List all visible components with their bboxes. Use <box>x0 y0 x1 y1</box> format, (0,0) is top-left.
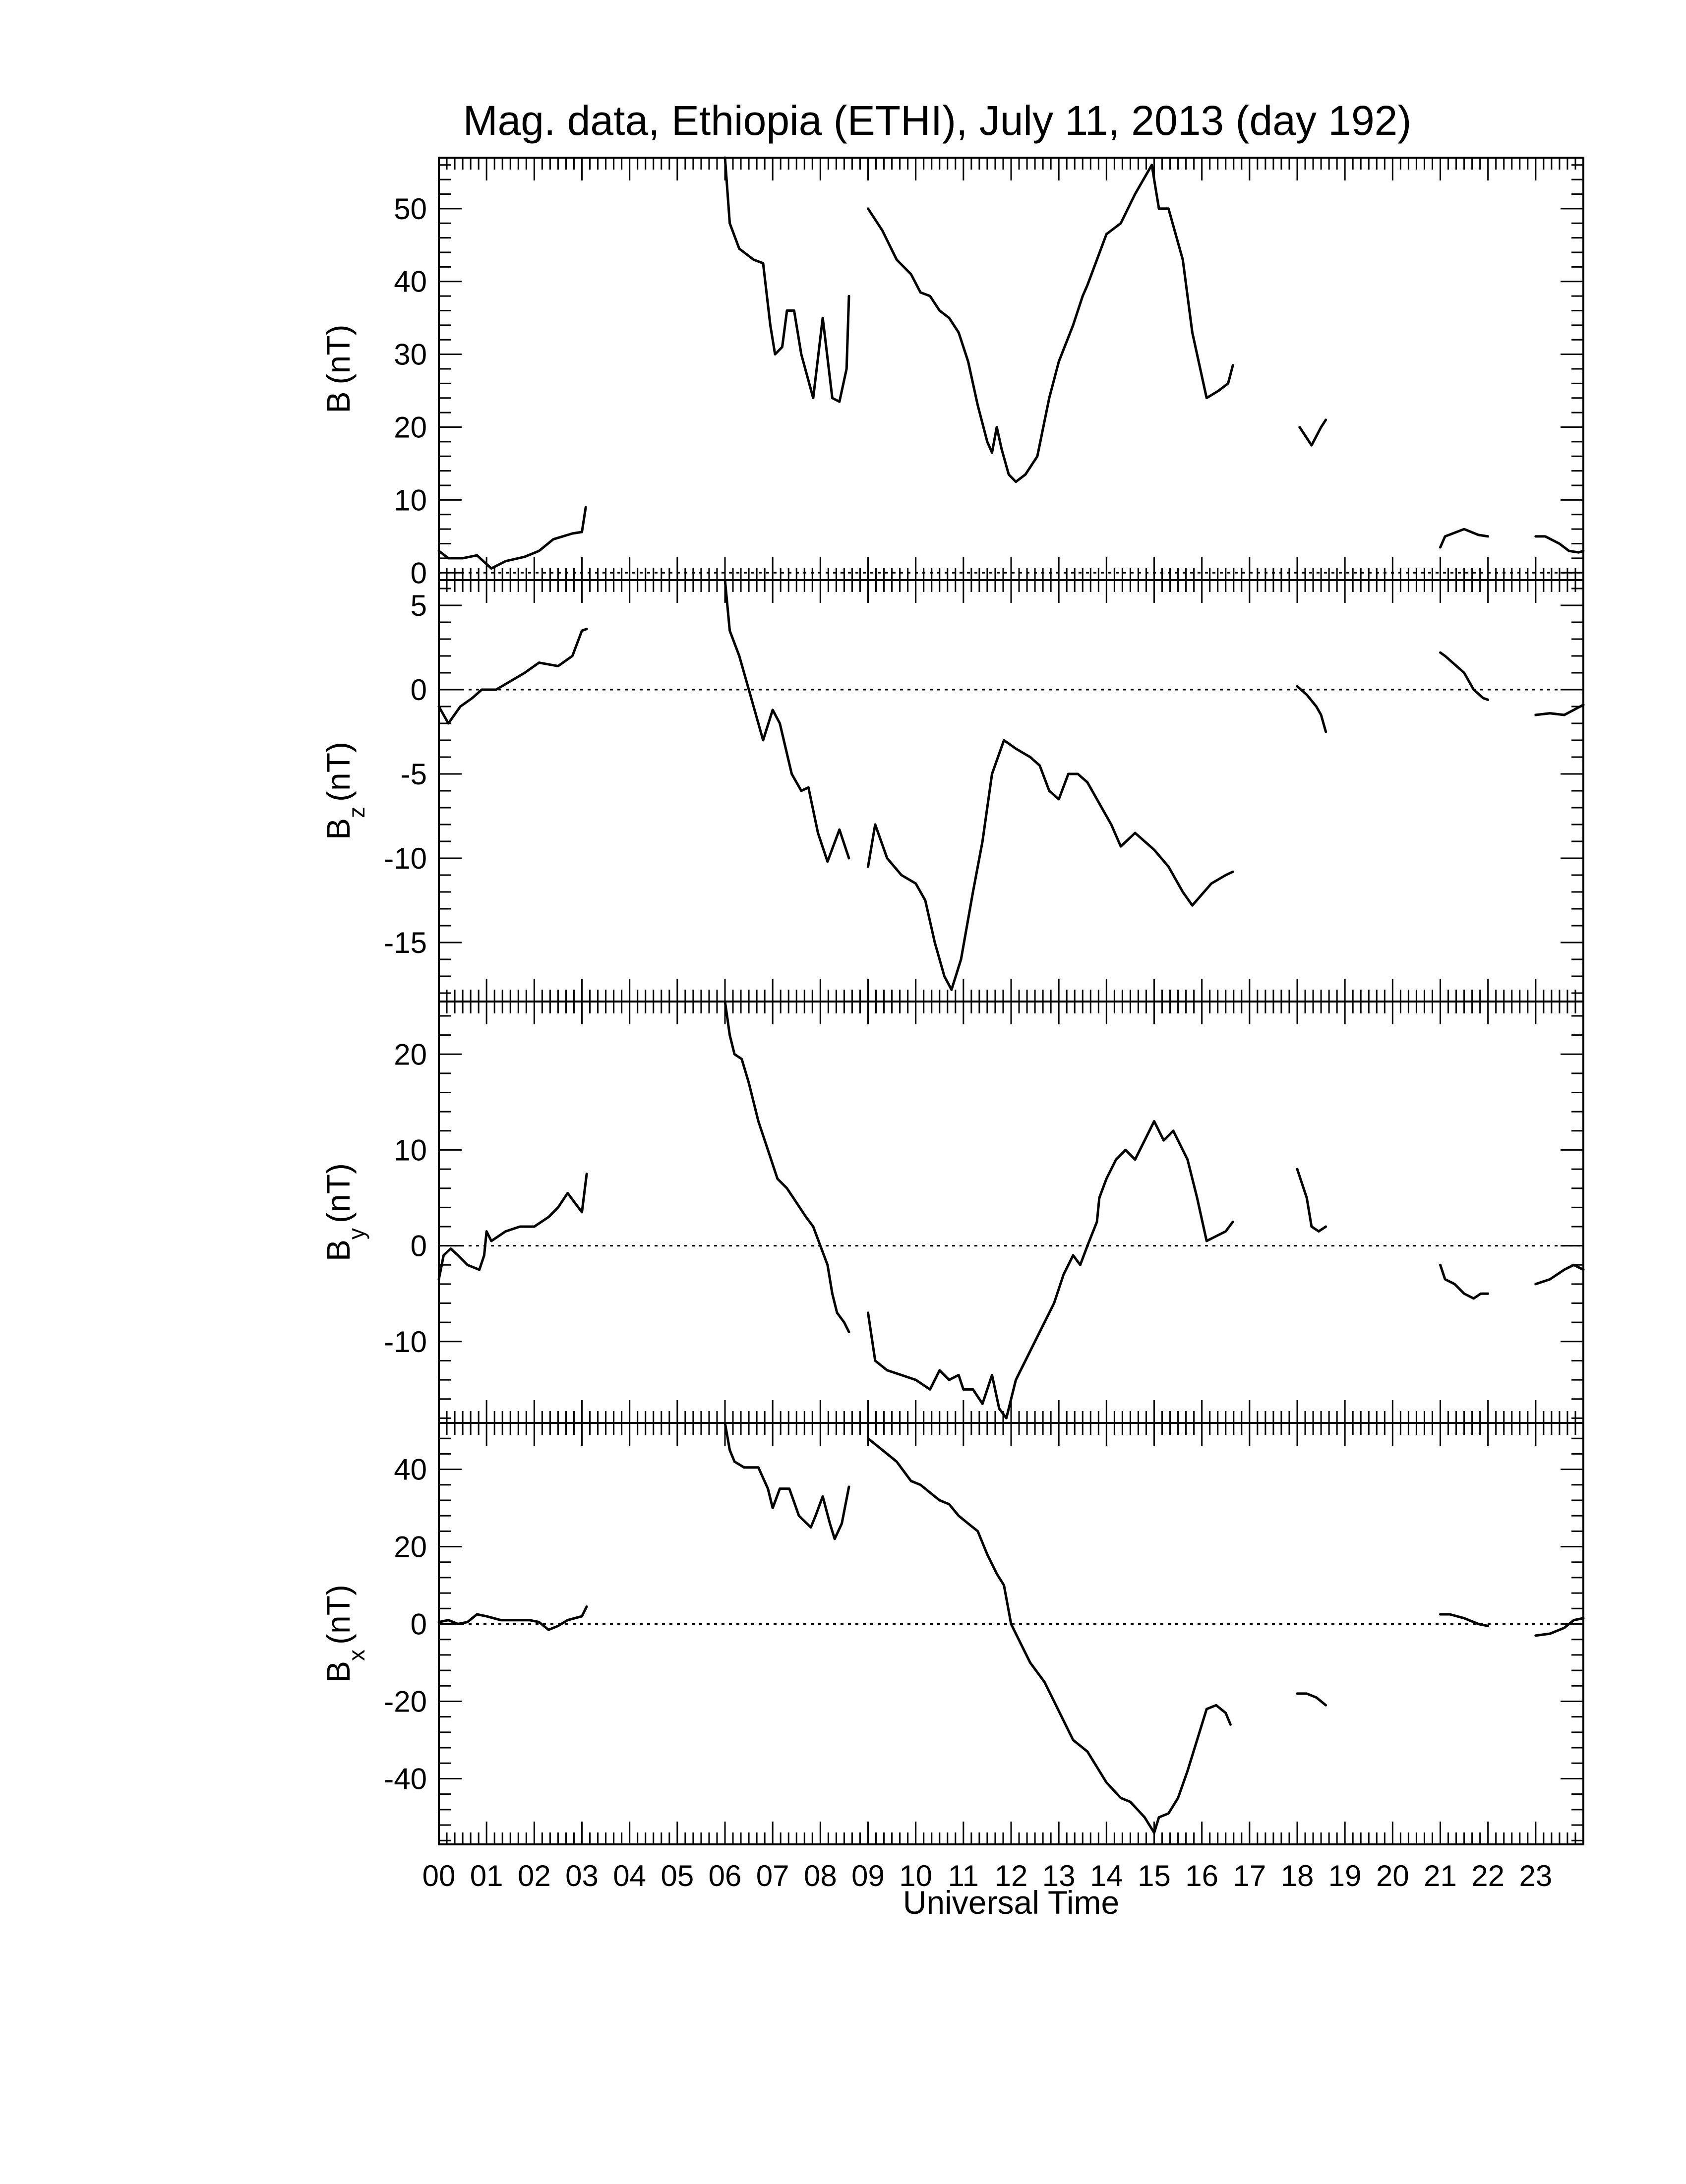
series-b-segment-4 <box>1439 528 1490 549</box>
series-by-segment-5 <box>1534 1263 1585 1286</box>
x-tick-label: 06 <box>709 1859 742 1892</box>
series-b-segment-3 <box>1298 418 1327 447</box>
series-b-segment-1 <box>723 156 850 403</box>
series-b-segment-5 <box>1534 535 1585 554</box>
series-bz-segment-2 <box>867 739 1234 991</box>
y-tick-label: 10 <box>394 1133 427 1167</box>
series-by-segment-2 <box>867 1120 1234 1419</box>
x-tick-label: 15 <box>1138 1859 1171 1892</box>
series-b-segment-2 <box>867 164 1234 483</box>
x-tick-label: 09 <box>851 1859 885 1892</box>
series-bx-segment-3 <box>1296 1692 1327 1707</box>
x-tick-label: 00 <box>422 1859 456 1892</box>
y-tick-label: 20 <box>394 1038 427 1071</box>
panel-by: 20 10 0 -10 By (nT) <box>320 1000 1585 1424</box>
x-tick-label: 23 <box>1519 1859 1552 1892</box>
series-bz-segment-0 <box>437 628 588 725</box>
chart-title: Mag. data, Ethiopia (ETHI), July 11, 201… <box>463 97 1412 144</box>
y-tick-label: -10 <box>384 1325 427 1358</box>
y-axis-label-sub: z <box>344 807 369 818</box>
y-axis-label-main: B <box>320 391 357 413</box>
y-axis-label-unit: (nT) <box>320 742 357 802</box>
y-tick-label: -15 <box>384 926 427 959</box>
panel-b: 0 10 20 30 40 50 B (nT) <box>320 156 1585 590</box>
y-axis-label-by: By (nT) <box>320 1163 369 1261</box>
x-tick-label: 05 <box>661 1859 694 1892</box>
x-tick-label: 08 <box>804 1859 837 1892</box>
series-bx-segment-2 <box>867 1437 1232 1834</box>
y-tick-label: 40 <box>394 1453 427 1486</box>
x-tick-label: 07 <box>756 1859 789 1892</box>
x-tick-label: 12 <box>995 1859 1028 1892</box>
y-axis-label-b: B (nT) <box>320 324 357 413</box>
series-by-segment-3 <box>1296 1168 1327 1233</box>
series-by-segment-1 <box>723 1000 850 1333</box>
y-tick-label: 40 <box>394 265 427 298</box>
series-by-segment-0 <box>437 1173 588 1281</box>
x-tick-label: 01 <box>470 1859 503 1892</box>
y-tick-label: 20 <box>394 411 427 444</box>
panels: 01020304050B(nT)50-5-10-15Bz(nT)20100-10… <box>320 156 1585 1892</box>
y-tick-label: 5 <box>411 589 427 622</box>
y-tick-label: 0 <box>411 673 427 707</box>
y-tick-label: 30 <box>394 338 427 371</box>
y-axis-label-main: B <box>320 1661 357 1683</box>
y-tick-label: 10 <box>394 483 427 517</box>
y-tick-label: 0 <box>411 1230 427 1263</box>
x-tick-label: 21 <box>1424 1859 1457 1892</box>
series-bx-segment-0 <box>437 1605 588 1631</box>
x-tick-label: 17 <box>1233 1859 1266 1892</box>
x-tick-label: 18 <box>1281 1859 1314 1892</box>
y-axis-label-main: B <box>320 818 357 840</box>
series-bx-segment-1 <box>723 1421 850 1540</box>
y-tick-label: 0 <box>411 556 427 590</box>
y-tick-label: -5 <box>401 758 427 791</box>
x-tick-label: 16 <box>1185 1859 1218 1892</box>
x-tick-label: 14 <box>1090 1859 1123 1892</box>
y-axis-label-bz: Bz (nT) <box>320 742 369 840</box>
series-bz-segment-5 <box>1534 704 1585 716</box>
y-axis-label-unit: (nT) <box>320 324 357 384</box>
panel-frame-bz <box>438 579 1584 1003</box>
series-bx-segment-5 <box>1534 1617 1585 1637</box>
y-axis-label-sub: y <box>344 1228 369 1240</box>
panel-frame-b <box>438 157 1584 581</box>
series-bx-segment-4 <box>1439 1613 1490 1627</box>
y-tick-label: 50 <box>394 192 427 226</box>
y-tick-label: 0 <box>411 1608 427 1641</box>
panel-frame-bx <box>438 1422 1584 1845</box>
panel-frame-by <box>438 1001 1584 1424</box>
y-tick-label: -10 <box>384 842 427 875</box>
panel-bz: 5 0 -5 -10 -15 Bz (nT) <box>320 579 1585 1003</box>
x-tick-label: 04 <box>613 1859 646 1892</box>
y-tick-label: -20 <box>384 1685 427 1718</box>
panel-bx: 40 20 0 -20 -40 Bx (nT) <box>320 1421 1585 1845</box>
y-tick-label: -40 <box>384 1762 427 1795</box>
x-tick-label: 10 <box>899 1859 932 1892</box>
series-by-segment-4 <box>1439 1263 1490 1300</box>
series-b-segment-0 <box>437 506 587 570</box>
x-tick-label: 02 <box>518 1859 551 1892</box>
y-axis-label-unit: (nT) <box>320 1163 357 1223</box>
x-tick-label: 03 <box>565 1859 599 1892</box>
series-bz-segment-1 <box>723 579 850 863</box>
series-bz-segment-4 <box>1439 651 1490 701</box>
x-axis-label: Universal Time <box>903 1884 1119 1921</box>
y-axis-label-bx: Bx (nT) <box>320 1585 369 1683</box>
y-axis-label-sub: x <box>344 1650 369 1661</box>
y-axis-label-unit: (nT) <box>320 1585 357 1645</box>
y-tick-label: 20 <box>394 1531 427 1564</box>
series-bz-segment-3 <box>1296 685 1327 733</box>
x-tick-label: 19 <box>1328 1859 1362 1892</box>
x-tick-label: 11 <box>948 1859 979 1892</box>
x-tick-label: 22 <box>1471 1859 1505 1892</box>
x-tick-label: 13 <box>1042 1859 1076 1892</box>
x-tick-label: 20 <box>1376 1859 1409 1892</box>
y-axis-label-main: B <box>320 1240 357 1261</box>
